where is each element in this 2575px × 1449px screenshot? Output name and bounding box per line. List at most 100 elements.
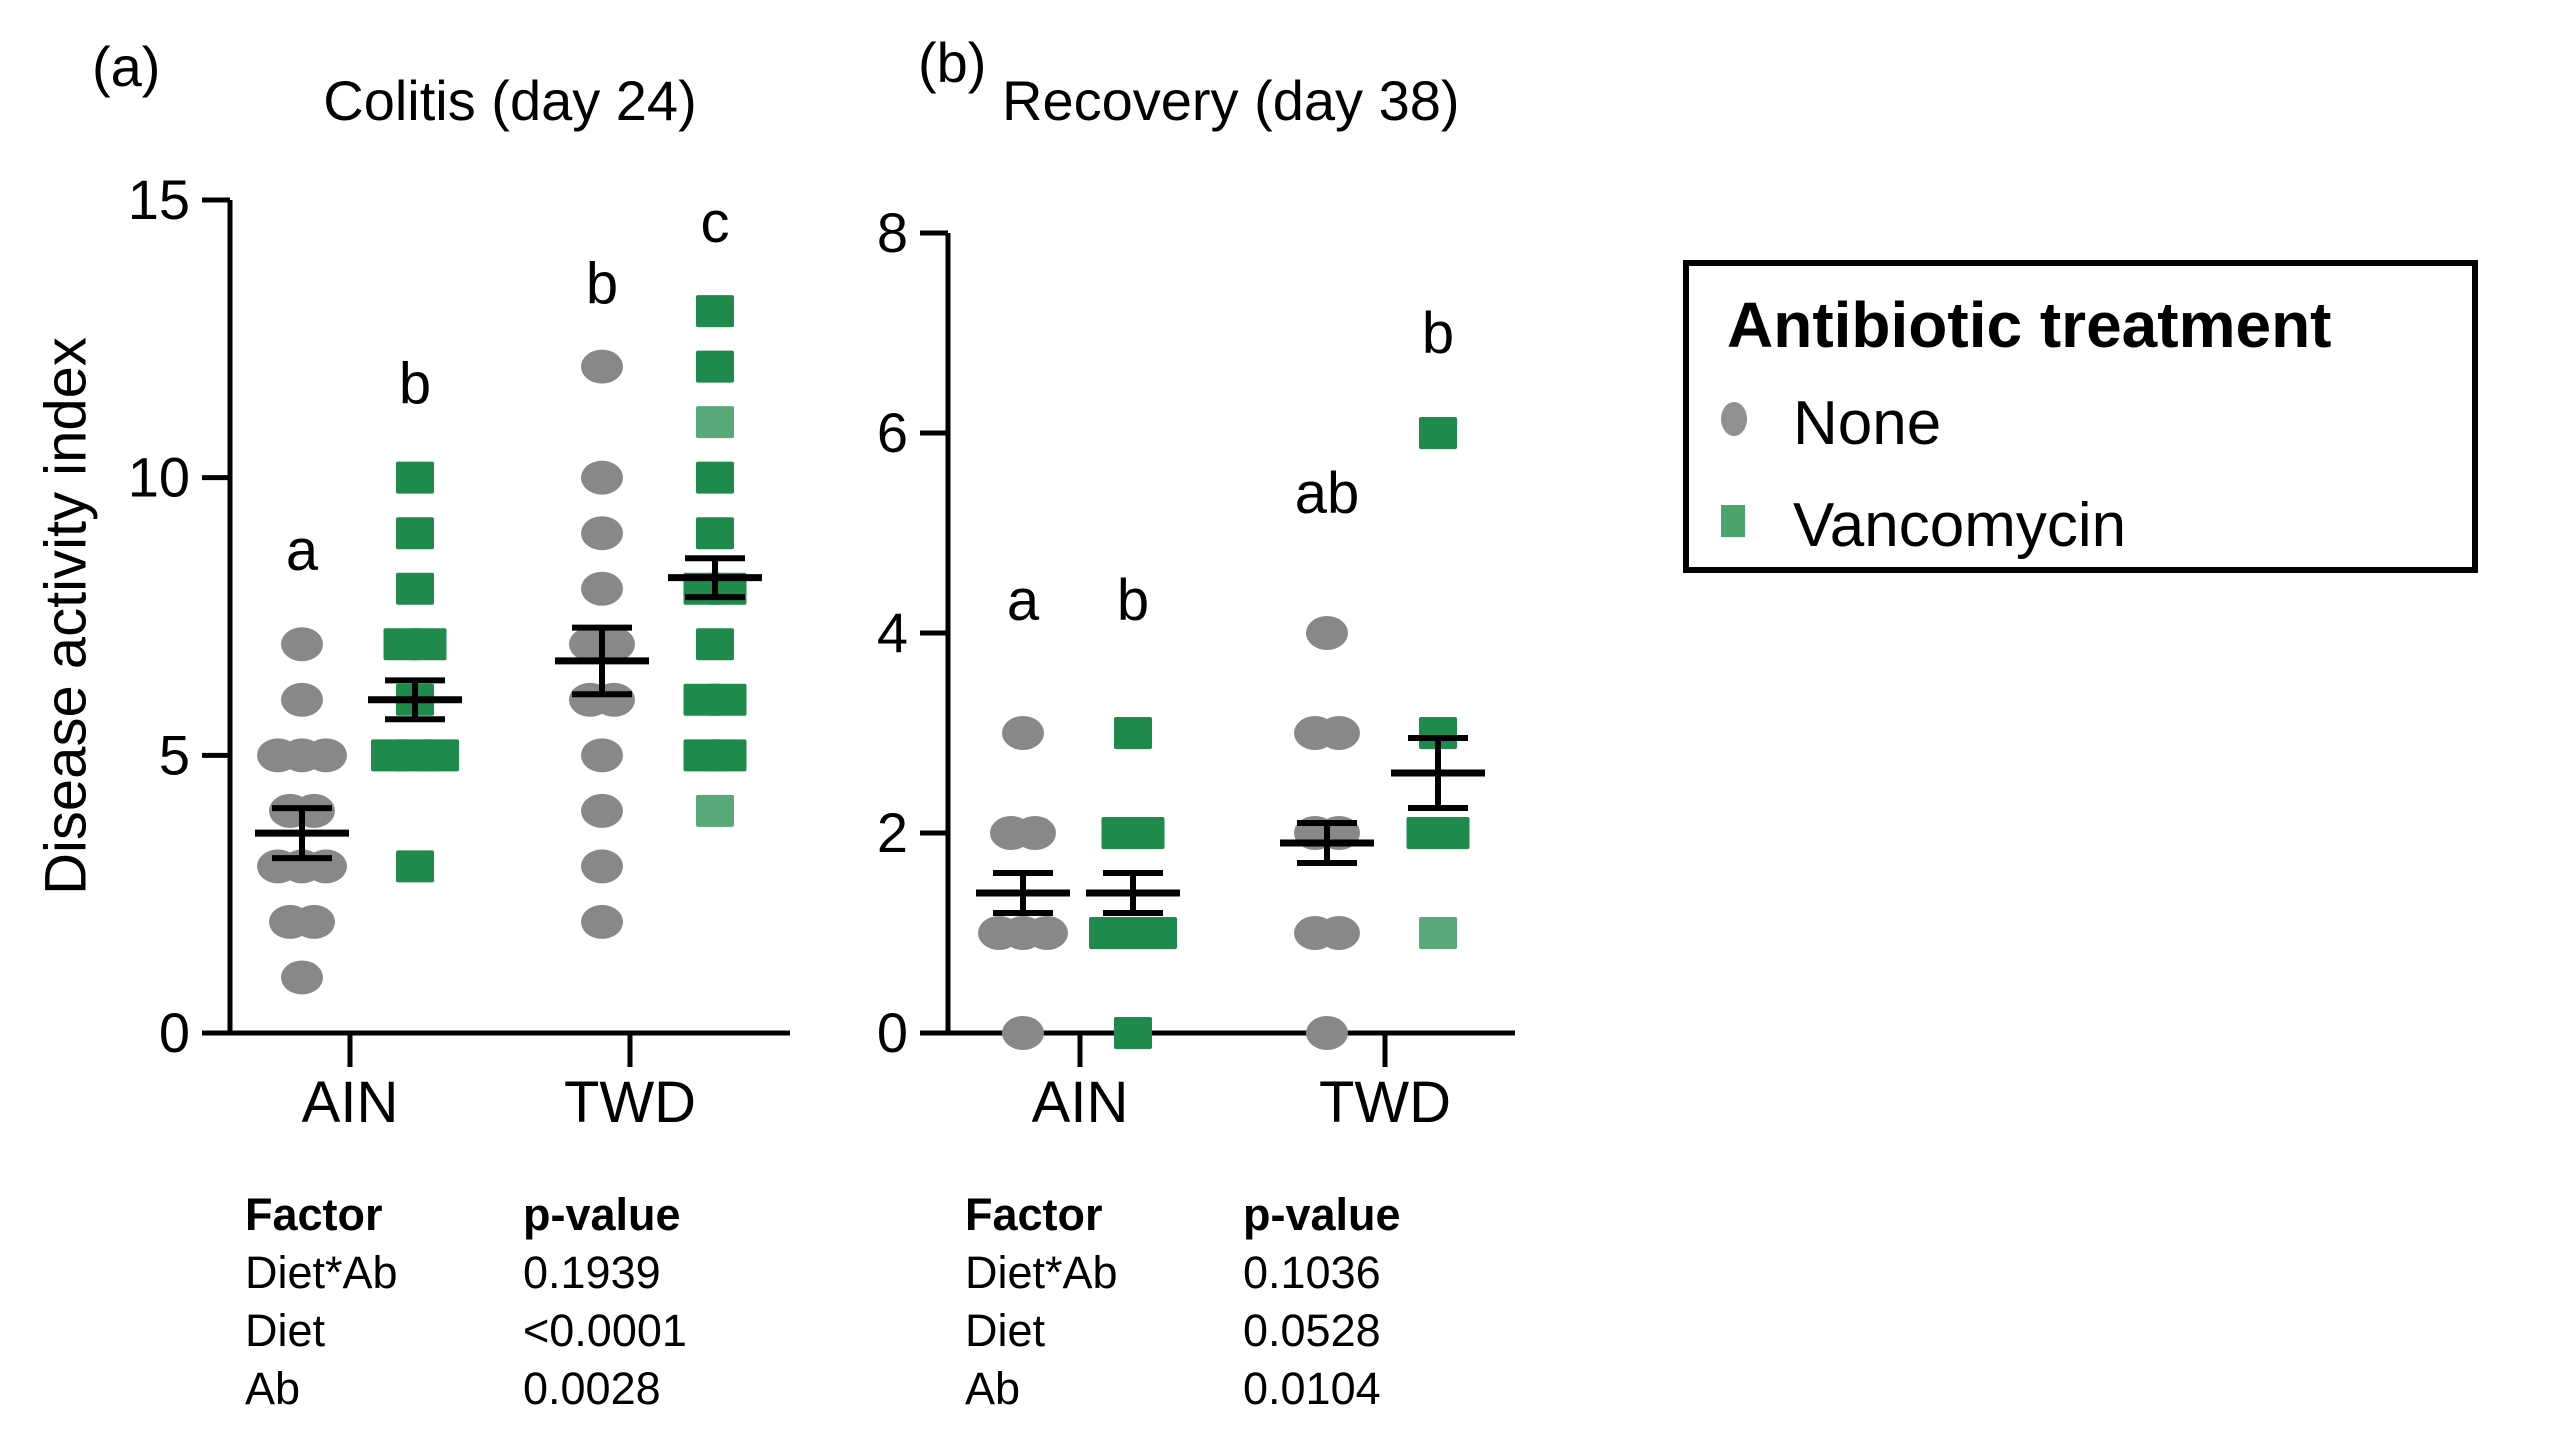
data-point-square bbox=[708, 739, 747, 772]
y-tick-label: 4 bbox=[877, 601, 908, 664]
pvalue-header: p-value bbox=[1243, 1189, 1401, 1240]
pvalue-cell: 0.0104 bbox=[1243, 1363, 1381, 1414]
y-tick-label: 6 bbox=[877, 401, 908, 464]
data-point-square bbox=[696, 406, 734, 439]
data-point-circle bbox=[1306, 1016, 1348, 1050]
y-tick-label: 10 bbox=[128, 446, 190, 509]
data-point-square bbox=[696, 295, 734, 328]
data-point-circle bbox=[581, 793, 623, 828]
data-point-circle bbox=[305, 849, 347, 884]
legend-item-label: Vancomycin bbox=[1793, 491, 2127, 560]
legend-item-label: None bbox=[1793, 389, 1942, 458]
data-point-square bbox=[1139, 917, 1177, 949]
data-point-square bbox=[1114, 717, 1152, 749]
panel-b-title: Recovery (day 38) bbox=[1002, 69, 1460, 132]
factor-header: Factor bbox=[245, 1189, 383, 1240]
data-point-square bbox=[408, 628, 447, 661]
table-row: Diet <0.0001 bbox=[245, 1302, 783, 1360]
y-tick-label: 0 bbox=[877, 1001, 908, 1064]
data-point-circle bbox=[293, 904, 335, 939]
factor-cell: Diet bbox=[965, 1305, 1046, 1356]
significance-letter: c bbox=[701, 190, 730, 255]
data-point-circle bbox=[1014, 816, 1056, 850]
data-point-square bbox=[1126, 817, 1165, 849]
pvalue-cell: <0.0001 bbox=[523, 1305, 687, 1356]
panel-a-label: (a) bbox=[92, 35, 161, 98]
data-point-circle bbox=[581, 904, 623, 939]
data-point-circle bbox=[581, 849, 623, 884]
factor-cell: Diet*Ab bbox=[965, 1247, 1118, 1298]
pvalue-cell: 0.1939 bbox=[523, 1247, 661, 1298]
data-point-square bbox=[396, 572, 434, 605]
data-point-square bbox=[696, 794, 734, 827]
legend-item-vancomycin: Vancomycin bbox=[1689, 490, 2472, 560]
significance-letter: b bbox=[399, 351, 431, 416]
table-row: Diet 0.0528 bbox=[965, 1302, 1503, 1360]
data-point-circle bbox=[581, 460, 623, 495]
data-point-square bbox=[1431, 817, 1470, 849]
data-point-circle bbox=[1002, 716, 1044, 750]
factor-cell: Diet*Ab bbox=[245, 1247, 398, 1298]
x-category-label: AIN bbox=[1032, 1070, 1129, 1135]
anova-table-b: Factor p-value Diet*Ab 0.1036 Diet 0.052… bbox=[965, 1186, 1503, 1418]
significance-letter: b bbox=[1117, 568, 1149, 633]
x-category-label: AIN bbox=[302, 1070, 399, 1135]
significance-letter: b bbox=[586, 251, 618, 316]
data-point-square bbox=[708, 683, 747, 716]
data-point-circle bbox=[1318, 716, 1360, 750]
panel-b-label: (b) bbox=[918, 31, 987, 94]
data-point-circle bbox=[581, 738, 623, 773]
data-point-circle bbox=[305, 738, 347, 773]
pvalue-cell: 0.0528 bbox=[1243, 1305, 1381, 1356]
panel-a-title: Colitis (day 24) bbox=[323, 69, 697, 132]
pvalue-cell: 0.1036 bbox=[1243, 1247, 1381, 1298]
data-point-circle bbox=[581, 349, 623, 384]
table-header-row: Factor p-value bbox=[965, 1186, 1503, 1244]
data-point-square bbox=[696, 628, 734, 661]
legend: Antibiotic treatment None Vancomycin bbox=[1683, 260, 2478, 573]
y-tick-label: 8 bbox=[877, 201, 908, 264]
data-point-square bbox=[1419, 417, 1457, 449]
data-point-circle bbox=[1306, 616, 1348, 650]
data-point-square bbox=[396, 461, 434, 494]
legend-title: Antibiotic treatment bbox=[1727, 289, 2332, 361]
factor-cell: Ab bbox=[965, 1363, 1021, 1414]
data-point-circle bbox=[581, 516, 623, 551]
data-point-square bbox=[696, 461, 734, 494]
data-point-square bbox=[396, 517, 434, 550]
pvalue-cell: 0.0028 bbox=[523, 1363, 661, 1414]
y-tick-label: 2 bbox=[877, 801, 908, 864]
significance-letter: ab bbox=[1295, 461, 1360, 526]
square-icon bbox=[1721, 505, 1745, 537]
significance-letter: b bbox=[1422, 301, 1454, 366]
data-point-square bbox=[696, 350, 734, 383]
data-point-square bbox=[421, 739, 459, 772]
data-point-circle bbox=[581, 571, 623, 606]
data-point-circle bbox=[281, 682, 323, 717]
legend-item-none: None bbox=[1689, 388, 2472, 458]
table-row: Diet*Ab 0.1036 bbox=[965, 1244, 1503, 1302]
circle-icon bbox=[1721, 402, 1747, 436]
x-category-label: TWD bbox=[1319, 1070, 1451, 1135]
data-point-square bbox=[1114, 1017, 1152, 1049]
table-row: Ab 0.0104 bbox=[965, 1360, 1503, 1418]
x-category-label: TWD bbox=[564, 1070, 696, 1135]
data-point-square bbox=[396, 850, 434, 883]
y-tick-label: 0 bbox=[159, 1001, 190, 1064]
data-point-square bbox=[1419, 917, 1457, 949]
pvalue-header: p-value bbox=[523, 1189, 681, 1240]
data-point-circle bbox=[281, 960, 323, 995]
significance-letter: a bbox=[286, 518, 319, 583]
y-tick-label: 15 bbox=[128, 168, 190, 231]
data-point-circle bbox=[281, 627, 323, 662]
data-point-circle bbox=[1318, 916, 1360, 950]
y-tick-label: 5 bbox=[159, 723, 190, 786]
factor-header: Factor bbox=[965, 1189, 1103, 1240]
data-point-circle bbox=[1002, 1016, 1044, 1050]
table-row: Diet*Ab 0.1939 bbox=[245, 1244, 783, 1302]
factor-cell: Ab bbox=[245, 1363, 301, 1414]
table-header-row: Factor p-value bbox=[245, 1186, 783, 1244]
y-axis-label: Disease activity index bbox=[33, 337, 99, 895]
